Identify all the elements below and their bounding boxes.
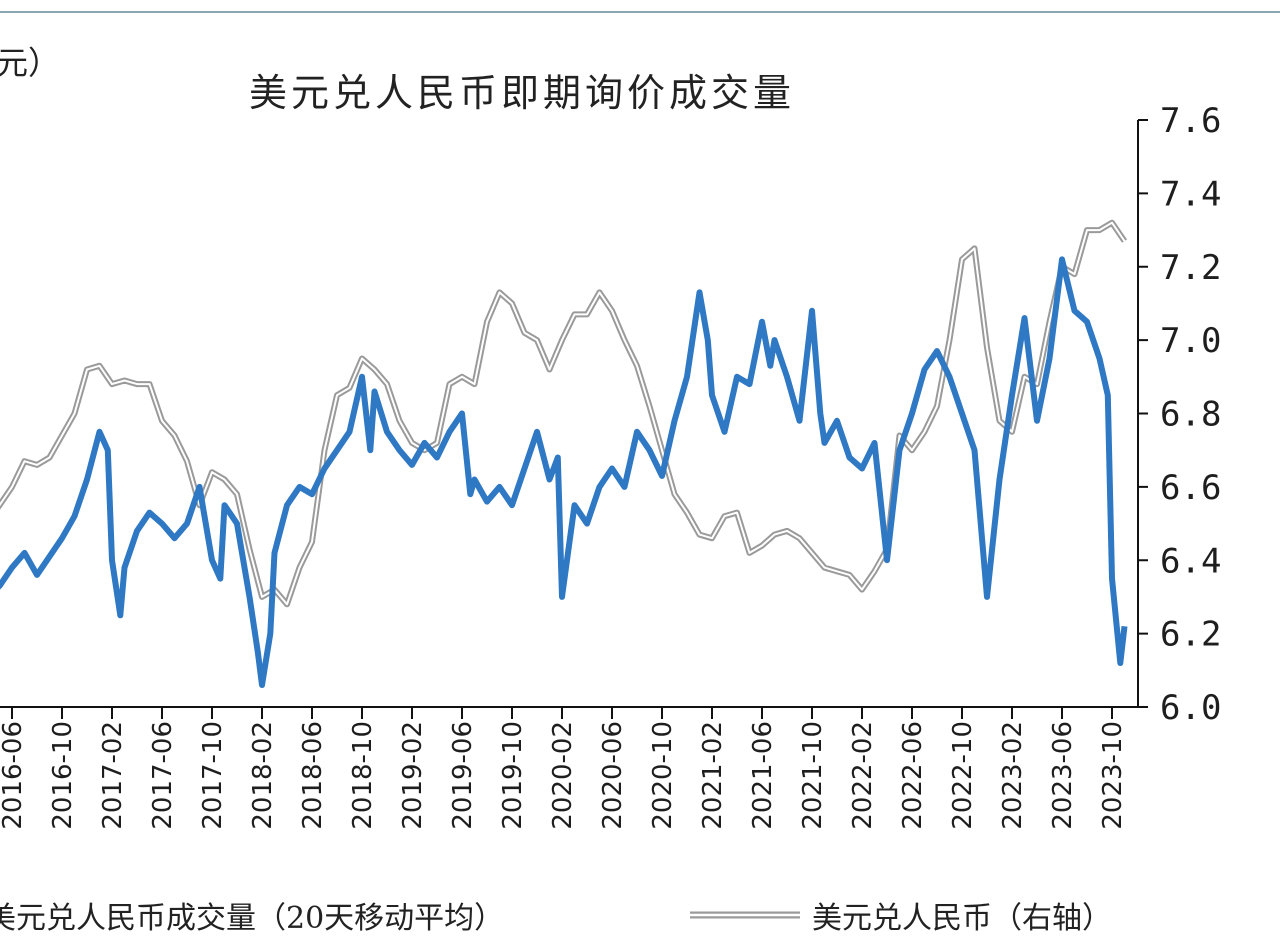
top-rule: [0, 11, 1280, 13]
x-tick-label: 2020-06: [598, 721, 628, 830]
x-tick-label: 2016-06: [0, 721, 28, 830]
x-tick-label: 2021-06: [748, 721, 778, 830]
y-tick-label: 6.0: [1160, 688, 1221, 728]
series-1-line-inner: [0, 221, 1126, 606]
x-tick-label: 2017-02: [98, 721, 128, 830]
x-tick-label: 2018-10: [348, 721, 378, 830]
legend-entry-volume: 美元兑人民币成交量（20天移动平均）: [0, 901, 504, 936]
y-tick-label: 6.2: [1160, 615, 1221, 655]
legend: 美元兑人民币成交量（20天移动平均） 美元兑人民币（右轴）: [0, 901, 1112, 936]
x-tick-label: 2022-06: [898, 721, 928, 830]
x-tick-label: 2018-06: [298, 721, 328, 830]
x-tick-label: 2017-10: [198, 721, 228, 830]
axes: 6.0 6.2 6.4 6.6 6.8 7.0 7.2 7.4 7.6 2016-06 2016-1…: [0, 101, 1221, 830]
series-0-line: [0, 256, 1128, 688]
x-tick-label: 2019-10: [498, 721, 528, 830]
x-tick-label: 2023-10: [1098, 721, 1128, 830]
x-tick-label: 2018-02: [248, 721, 278, 830]
y-tick-label: 6.8: [1160, 395, 1221, 435]
x-tick-label: 2019-06: [448, 721, 478, 830]
y-tick-label: 7.6: [1160, 101, 1221, 141]
y-tick-label: 6.4: [1160, 541, 1221, 581]
x-tick-label: 2020-02: [548, 721, 578, 830]
x-tick-label: 2022-10: [948, 721, 978, 830]
left-axis-unit: 元）: [0, 44, 60, 82]
chart-title: 美元兑人民币即期询价成交量: [249, 71, 795, 115]
y-tick-label: 7.2: [1160, 248, 1221, 288]
y-tick-label: 7.4: [1160, 174, 1221, 214]
x-tick-label: 2023-02: [998, 721, 1028, 830]
x-tick-label: 2021-02: [698, 721, 728, 830]
x-tick-label: 2016-10: [48, 721, 78, 830]
x-tick-label: 2017-06: [148, 721, 178, 830]
x-tick-label: 2022-02: [848, 721, 878, 830]
legend-entry-rate: 美元兑人民币（右轴）: [812, 901, 1112, 936]
y-tick-label: 7.0: [1160, 321, 1221, 361]
x-tick-label: 2023-06: [1048, 721, 1078, 830]
x-tick-label: 2019-02: [398, 721, 428, 830]
plot-series: [0, 219, 1128, 688]
x-tick-label: 2021-10: [798, 721, 828, 830]
y-tick-label: 6.6: [1160, 468, 1221, 508]
x-tick-label: 2020-10: [648, 721, 678, 830]
